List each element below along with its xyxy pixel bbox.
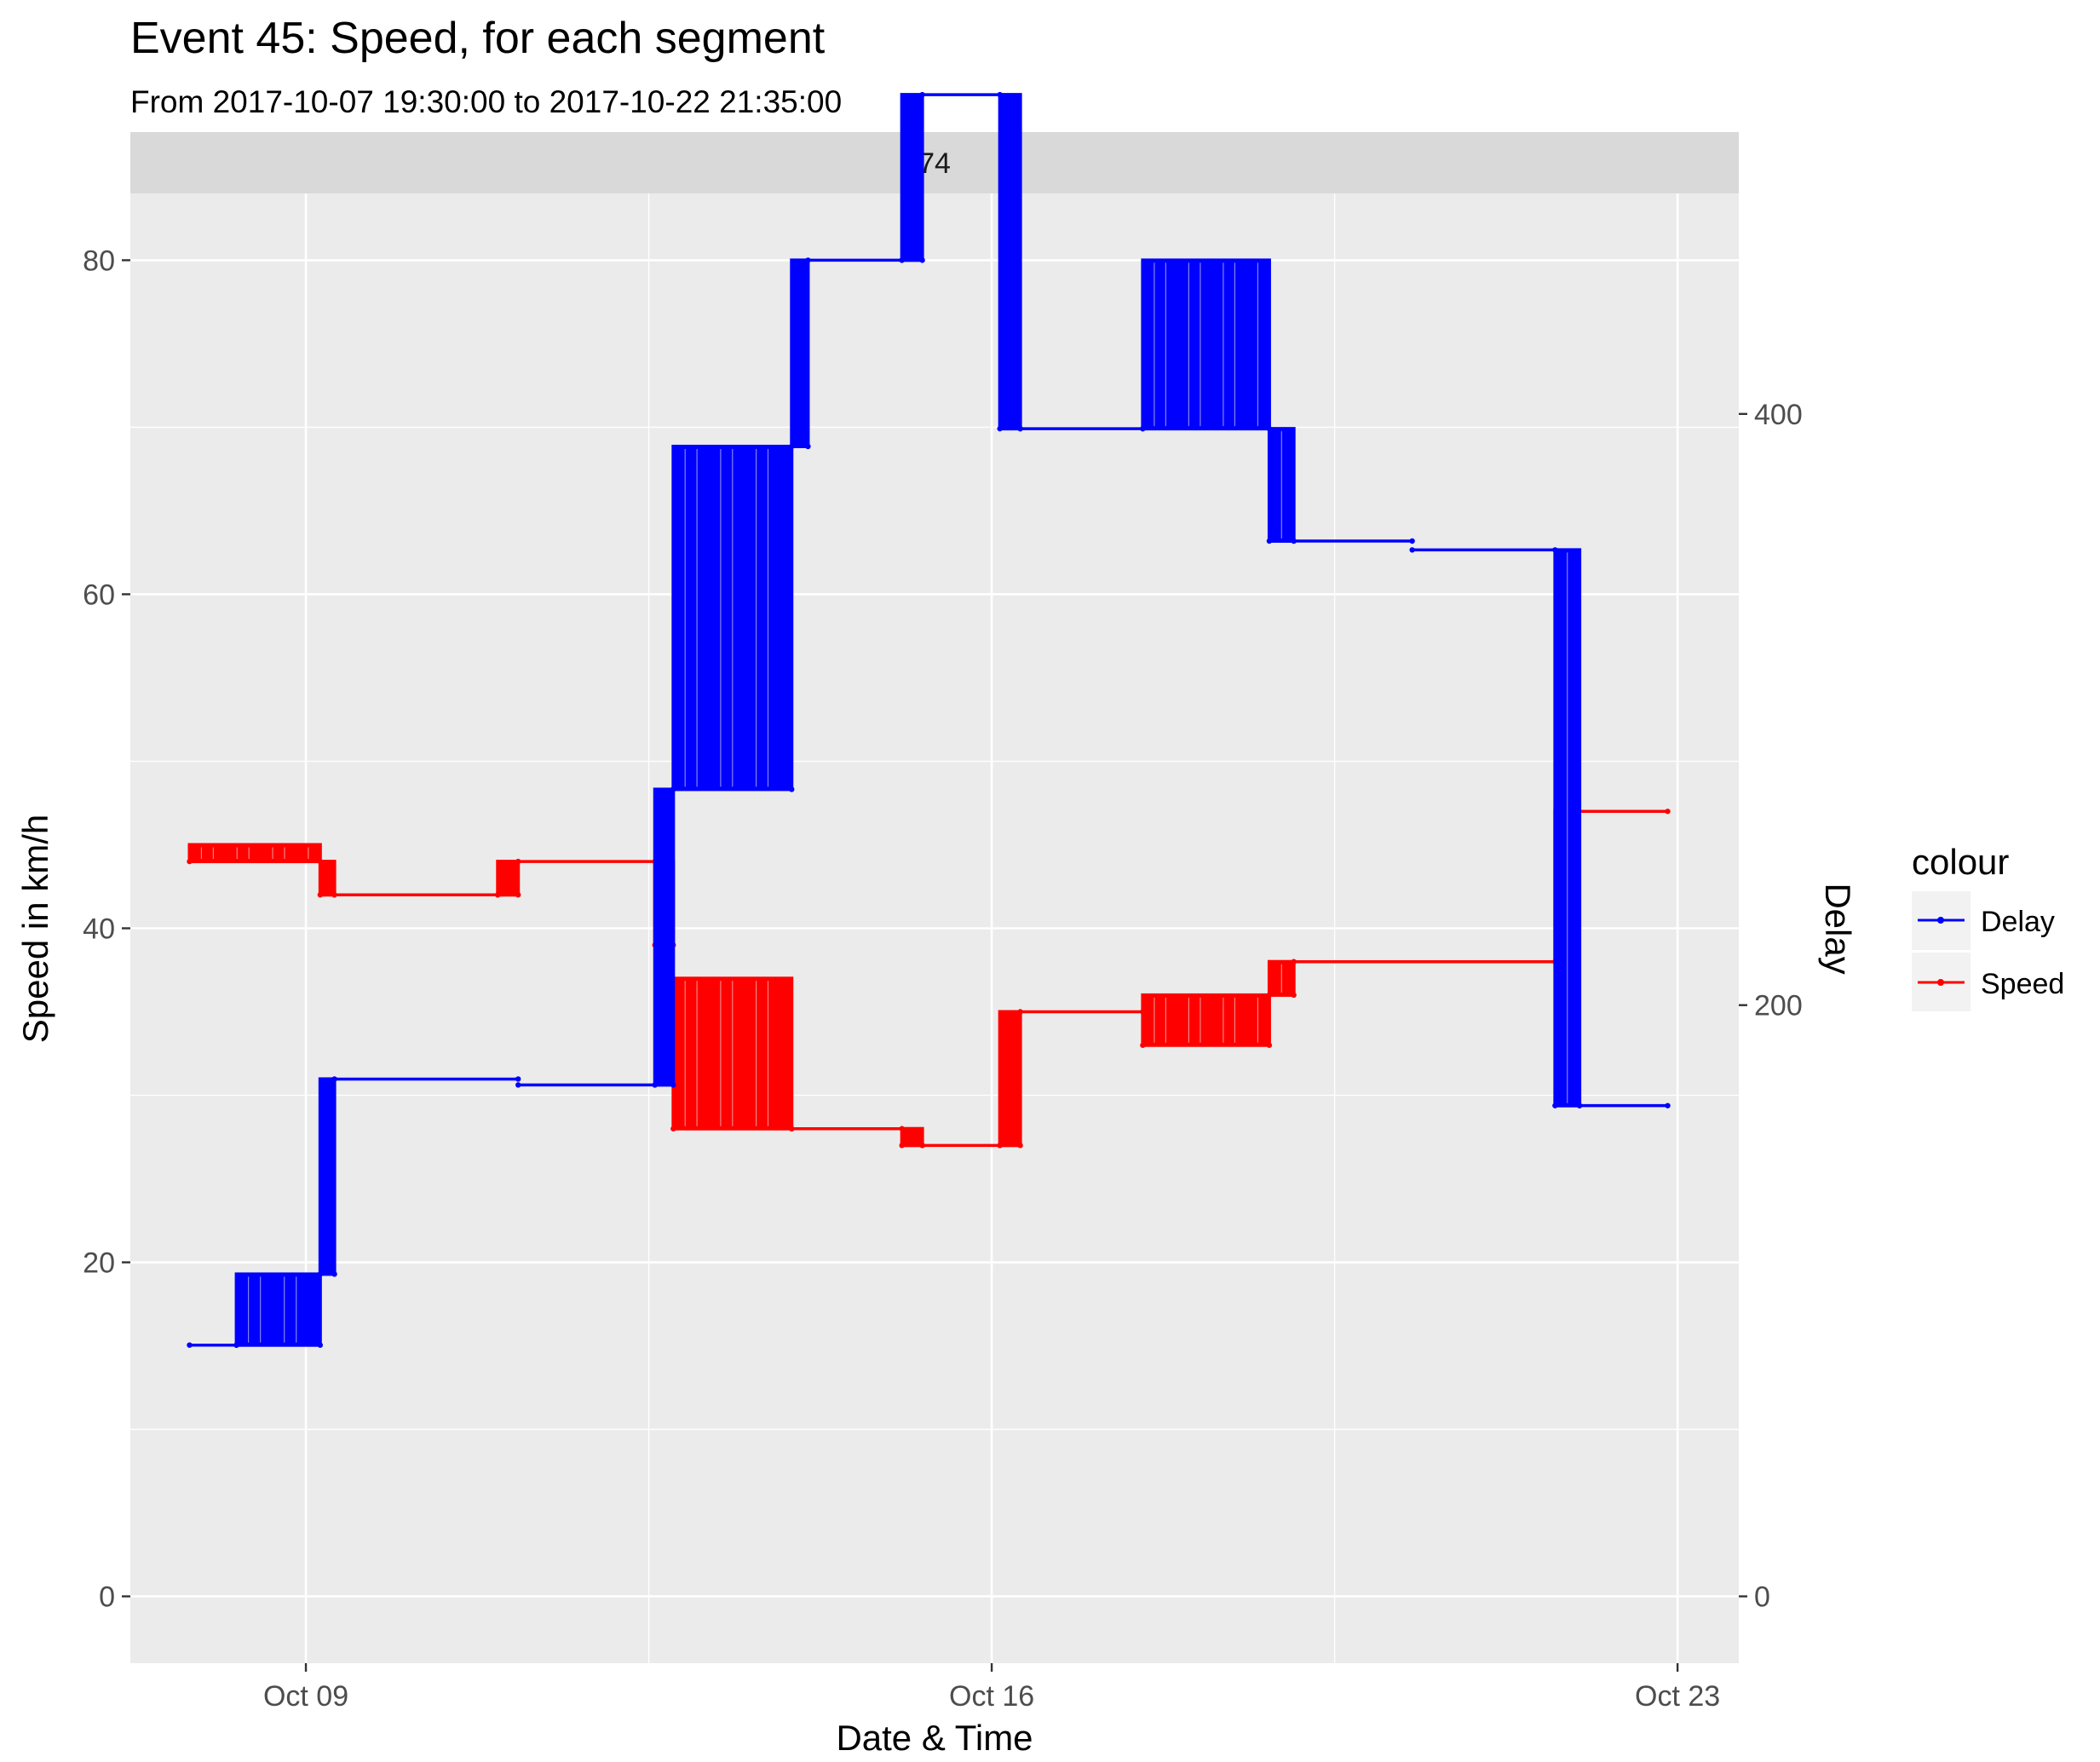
series-speed-point: [670, 1126, 676, 1131]
series-delay-point: [997, 425, 1003, 432]
series-delay-point: [331, 1271, 337, 1277]
legend-label-speed: Speed: [1981, 968, 2064, 1000]
series-speed-point: [789, 1126, 795, 1131]
series-speed-block: [318, 860, 337, 897]
series-speed-point: [515, 858, 521, 865]
series-delay-point: [515, 1082, 521, 1088]
legend: colour Delay Speed: [1912, 842, 2064, 1011]
legend-title: colour: [1912, 842, 2009, 882]
chart-title: Event 45: Speed, for each segment: [130, 14, 826, 63]
series-speed-point: [331, 892, 337, 898]
x-tick-label: Oct 09: [263, 1680, 348, 1713]
series-delay-block: [653, 787, 676, 1087]
series-delay-point: [789, 786, 795, 792]
series-layer: [187, 91, 1671, 1348]
series-speed-point: [1266, 992, 1273, 999]
series-delay-point: [1409, 538, 1415, 544]
series-speed-block: [496, 860, 521, 897]
series-speed-point: [997, 1143, 1003, 1149]
y-right-tick-label: 400: [1754, 399, 1803, 431]
y-right-tick-label: 200: [1754, 990, 1803, 1022]
series-speed-point: [317, 892, 324, 898]
series-speed-point: [1017, 1009, 1023, 1015]
y-tick-label: 80: [83, 245, 115, 277]
series-speed-point: [919, 1143, 925, 1149]
chart-subtitle: From 2017-10-07 19:30:00 to 2017-10-22 2…: [130, 84, 842, 119]
legend-key-speed-point: [1937, 979, 1944, 986]
series-delay-point: [1576, 1103, 1583, 1108]
series-delay-point: [670, 1082, 676, 1088]
legend-key-delay-point: [1937, 917, 1944, 924]
y-tick-label: 40: [83, 913, 115, 946]
series-speed-point: [515, 892, 521, 898]
series-delay-point: [515, 1076, 521, 1082]
facet-strip: [130, 132, 1739, 193]
series-delay-block: [790, 258, 810, 448]
y-right-axis-title: Delay: [1818, 883, 1858, 974]
series-delay-point: [187, 1342, 193, 1348]
series-delay-point: [805, 257, 811, 263]
series-speed-block: [900, 1126, 924, 1148]
series-speed-block: [1141, 993, 1271, 1047]
y-tick-label: 0: [99, 1581, 115, 1614]
series-speed-block: [998, 1010, 1022, 1148]
series-speed-point: [495, 892, 501, 898]
series-delay-point: [1017, 425, 1023, 432]
series-delay-block: [900, 93, 924, 262]
series-delay-block: [1141, 258, 1271, 431]
legend-label-delay: Delay: [1981, 906, 2055, 938]
axis-layer: 0 20 40 60 80 0 200 400 Oct 09 Oct 16 Oct 23: [83, 245, 1803, 1713]
y-tick-label: 20: [83, 1247, 115, 1280]
series-speed-point: [1291, 959, 1297, 964]
series-speed-point: [1140, 1042, 1146, 1048]
x-tick-label: Oct 23: [1635, 1680, 1720, 1713]
series-delay-point: [789, 443, 795, 450]
grid-layer: [130, 193, 1739, 1663]
series-delay-point: [317, 1342, 324, 1348]
series-speed-point: [1266, 1042, 1273, 1048]
series-speed-point: [187, 858, 193, 865]
series-delay: [187, 91, 1671, 1348]
series-delay-point: [1140, 425, 1146, 432]
series-delay-point: [317, 1271, 324, 1277]
series-delay-point: [1409, 547, 1415, 553]
series-delay-block: [318, 1077, 337, 1276]
series-delay-point: [331, 1076, 337, 1082]
legend-entry-speed: Speed: [1912, 953, 2064, 1011]
series-delay-point: [233, 1342, 239, 1348]
series-delay-point: [1266, 538, 1273, 544]
x-tick-label: Oct 16: [949, 1680, 1034, 1713]
x-axis-title: Date & Time: [836, 1718, 1033, 1758]
series-delay-point: [899, 257, 905, 263]
series-delay-point: [1291, 538, 1297, 544]
series-speed-point: [1665, 809, 1671, 815]
series-delay-block: [234, 1272, 322, 1347]
series-delay-point: [670, 786, 676, 792]
y-right-tick-label: 0: [1754, 1581, 1770, 1614]
series-delay-point: [805, 443, 811, 450]
y-axis-title: Speed in km/h: [15, 815, 55, 1044]
series-delay-point: [1552, 1103, 1558, 1108]
series-speed-block: [187, 843, 322, 864]
series-delay-point: [1665, 1103, 1671, 1108]
series-delay-point: [919, 91, 925, 98]
series-delay-block: [998, 93, 1022, 431]
series-speed-point: [1017, 1143, 1023, 1149]
series-speed-point: [1291, 992, 1297, 999]
y-tick-label: 60: [83, 579, 115, 611]
legend-entry-delay: Delay: [1912, 891, 2055, 950]
series-delay-point: [652, 1082, 658, 1088]
series-speed-point: [899, 1143, 905, 1149]
series-delay-point: [919, 257, 925, 263]
